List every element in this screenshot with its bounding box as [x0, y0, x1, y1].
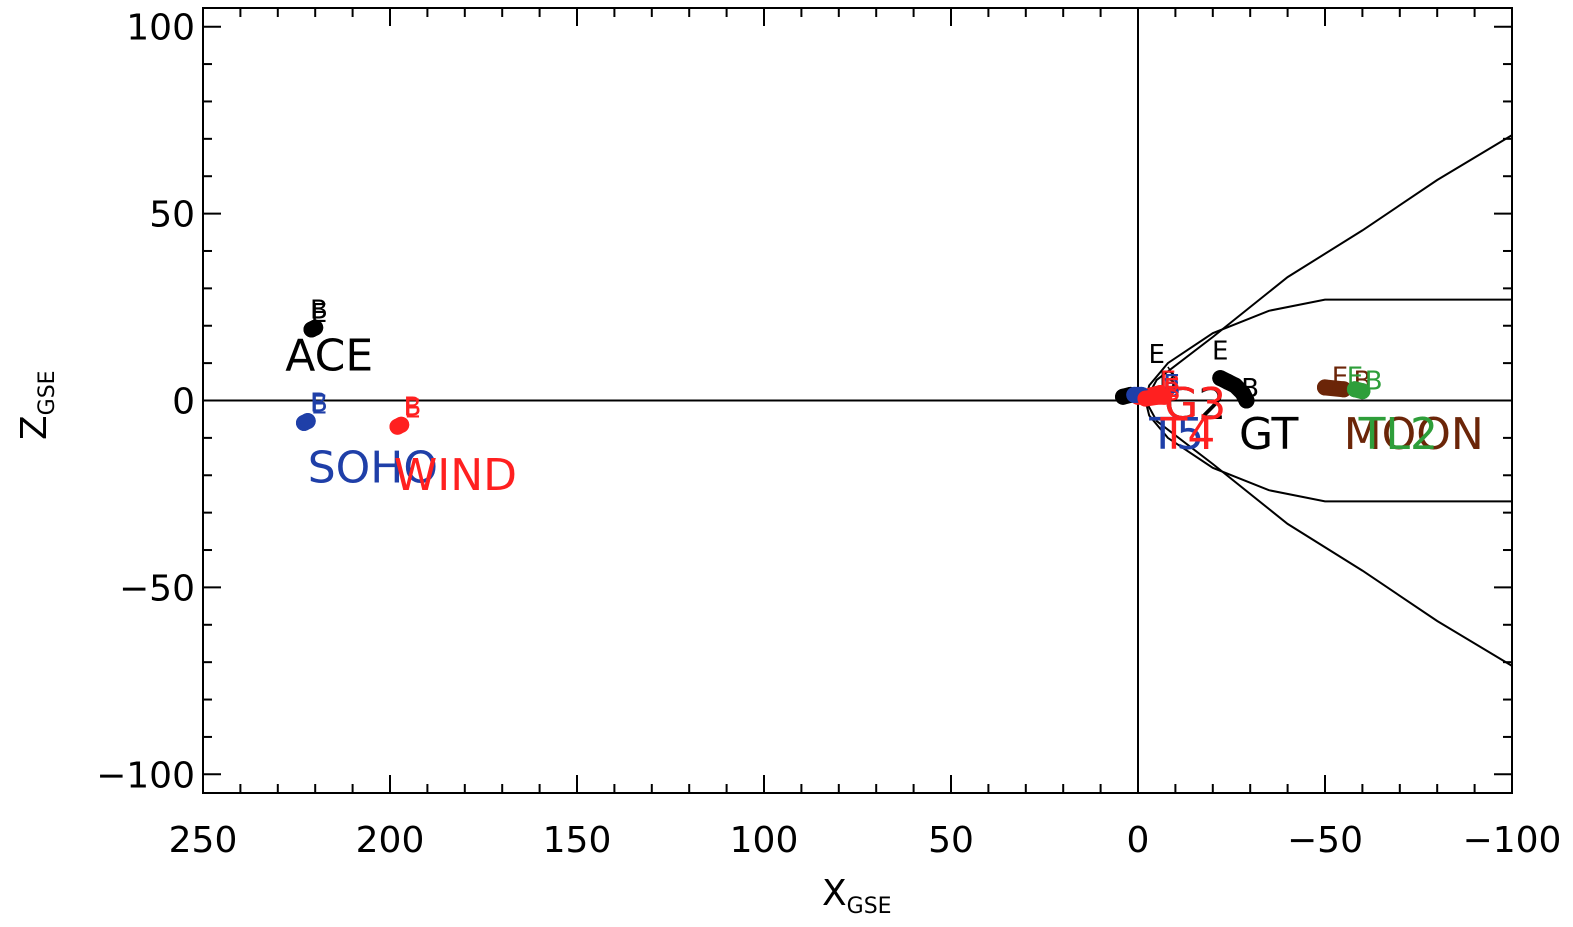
x-tick-label: 250	[169, 820, 238, 861]
point-soho	[299, 413, 316, 430]
point-tl2	[1354, 383, 1371, 400]
y-tick-label: −50	[119, 568, 195, 609]
x-tick-label: 0	[1127, 820, 1150, 861]
x-tick-label: 200	[356, 820, 425, 861]
point-ace	[307, 319, 324, 336]
reference-lines	[203, 8, 1512, 793]
y-axis-title-sub: GSE	[35, 370, 60, 415]
label-tl2: TL2	[1358, 409, 1438, 460]
x-tick-label: 50	[928, 820, 974, 861]
point-wind	[393, 416, 410, 433]
end-marker-gt: E	[1212, 336, 1228, 366]
begin-marker-ace: B	[310, 295, 328, 325]
end-marker-wind: E	[404, 394, 420, 424]
begin-marker-wind: B	[404, 392, 422, 422]
tick-labels: 250 200 150 100 50 0 −50 −100 100 50 0 −50 −100	[96, 8, 1561, 861]
series-moon: E B MOON	[1317, 363, 1484, 460]
label-t5: T5	[1148, 409, 1204, 460]
label-moon: MOON	[1344, 409, 1484, 460]
series-ace: EB ACE	[285, 295, 373, 381]
end-marker-ace: E	[311, 299, 327, 329]
y-axis-title-main: Z	[14, 415, 55, 440]
begin-marker-tl2: B	[1365, 366, 1383, 396]
x-tick-label: 100	[730, 820, 799, 861]
x-tick-label: −50	[1287, 820, 1363, 861]
point-moon	[1335, 381, 1352, 398]
x-axis-title-sub: GSE	[847, 894, 892, 919]
label-ace: ACE	[285, 331, 373, 382]
begin-marker-soho: B	[310, 389, 328, 419]
x-axis-title-main: X	[822, 873, 847, 914]
y-axis-title: ZGSE	[14, 370, 60, 440]
series-gt: EB GT	[1212, 336, 1298, 460]
end-marker-moon: E	[1332, 363, 1348, 393]
leader-g2	[1167, 366, 1177, 379]
y-tick-label: 50	[149, 195, 195, 236]
axis-ticks	[202, 8, 1513, 793]
x-tick-label: 150	[543, 820, 612, 861]
x-tick-label: −100	[1463, 820, 1562, 861]
point-moon	[1317, 379, 1333, 396]
y-tick-label: 100	[126, 8, 195, 49]
x-axis-title: XGSE	[822, 873, 892, 919]
end-marker-t4: E	[1163, 374, 1179, 404]
end-marker-soho: E	[311, 391, 327, 421]
label-t4: T4	[1159, 409, 1215, 460]
point-t4	[1156, 388, 1173, 405]
label-g3: G3	[1164, 379, 1226, 430]
series-wind: EB WIND	[389, 392, 517, 501]
label-wind: WIND	[394, 450, 517, 501]
label-g2: G2	[1164, 379, 1226, 430]
end-marker-tl2: E	[1347, 363, 1363, 393]
label-gt: GT	[1239, 409, 1299, 460]
series-tl2: E B TL2	[1347, 363, 1438, 461]
y-tick-label: 0	[172, 382, 195, 423]
y-tick-label: −100	[96, 755, 195, 796]
label-soho: SOHO	[308, 443, 438, 494]
end-marker-g2: E	[1148, 340, 1164, 370]
begin-marker-t4: B	[1163, 378, 1181, 408]
point-gt	[1238, 392, 1255, 409]
begin-marker-gt: B	[1241, 374, 1259, 404]
